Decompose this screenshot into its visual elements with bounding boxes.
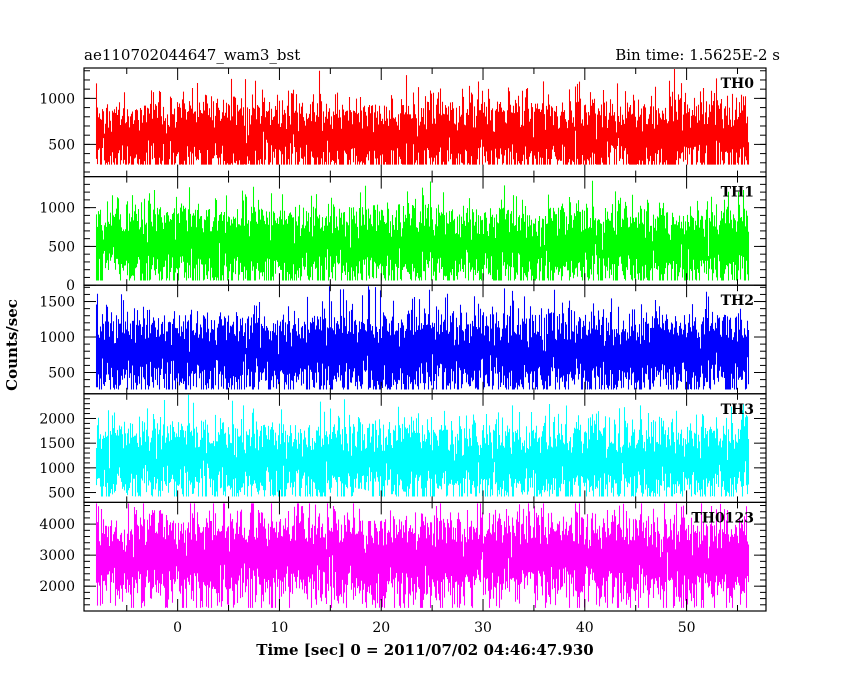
y-axis-label: Counts/sec (3, 299, 21, 391)
series-th0123-line (95, 503, 750, 608)
panel-th1: 0 500 1000 TH1 (39, 176, 767, 294)
y-tick-label: 500 (48, 486, 75, 502)
y-tick-label: 500 (48, 239, 75, 255)
x-tick-label: 40 (576, 620, 594, 636)
x-tick-labels: 0 10 20 30 40 50 (173, 620, 695, 636)
panels: 500 1000 TH0 0 500 1000 TH1 500 1000 1500 TH2 500 10… (39, 67, 767, 612)
series-th1-line (95, 180, 750, 281)
y-tick-label: 500 (48, 137, 75, 153)
y-tick-label: 500 (48, 366, 75, 382)
series-label-th1: TH1 (721, 185, 754, 201)
y-tick-label: 1000 (39, 91, 75, 107)
panel-th0123: 2000 3000 4000 TH0123 (39, 501, 767, 612)
y-tick-label: 1000 (39, 330, 75, 346)
x-tick-label: 20 (372, 620, 390, 636)
y-tick-label: 2000 (39, 579, 75, 595)
y-tick-label: 1000 (39, 201, 75, 217)
series-th0-line (95, 69, 750, 165)
series-label-th0: TH0 (721, 76, 755, 92)
y-tick-label: 1500 (39, 295, 75, 311)
series-th2-line (95, 286, 750, 390)
series-label-th2: TH2 (721, 293, 754, 309)
series-label-th0123: TH0123 (691, 510, 754, 526)
panel-th2: 500 1000 1500 TH2 (39, 284, 767, 395)
panel-th0: 500 1000 TH0 (39, 67, 767, 178)
x-tick-label: 50 (678, 620, 696, 636)
panel-th3: 500 1000 1500 2000 TH3 (39, 393, 767, 503)
x-tick-label: 0 (173, 620, 182, 636)
x-tick-label: 30 (474, 620, 492, 636)
y-tick-label: 1500 (39, 436, 75, 452)
y-tick-label: 1000 (39, 461, 75, 477)
y-tick-label: 3000 (39, 548, 75, 564)
x-axis-label: Time [sec] 0 = 2011/07/02 04:46:47.930 (256, 641, 593, 659)
y-tick-label: 0 (66, 278, 75, 294)
x-tick-label: 10 (271, 620, 289, 636)
observation-id-label: ae110702044647_wam3_bst (84, 46, 300, 64)
series-label-th3: TH3 (721, 402, 754, 418)
y-tick-label: 4000 (39, 517, 75, 533)
y-tick-label: 2000 (39, 411, 75, 427)
panel-frame (83, 501, 767, 612)
bin-time-label: Bin time: 1.5625E-2 s (615, 46, 780, 64)
series-th3-line (95, 394, 750, 497)
